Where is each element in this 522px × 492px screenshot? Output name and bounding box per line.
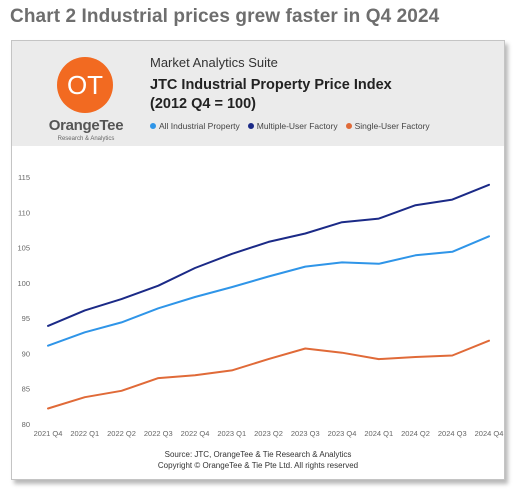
y-tick-label: 110 [18,208,30,217]
line-chart: 80 85 90 95 100 105 110 115 2021 Q4 2022 Q1 2022 Q… [17,173,504,438]
x-tick-label: 2023 Q2 [254,429,283,438]
legend-label: Multiple-User Factory [256,121,338,131]
x-tick-label: 2023 Q1 [217,429,246,438]
y-tick-label: 80 [22,420,30,429]
chart-legend: All Industrial Property Multiple-User Fa… [150,121,430,131]
series-line-1 [47,235,490,347]
x-tick-label: 2022 Q4 [181,429,210,438]
copyright-note: Copyright © OrangeTee & Tie Pte Ltd. All… [157,461,359,470]
x-tick-label: 2021 Q4 [34,429,63,438]
y-tick-label: 115 [18,173,30,182]
logo-tagline: Research & Analytics [57,136,115,142]
logo-name: OrangeTee [48,117,124,134]
legend-marker-multiple-user [247,123,254,129]
x-tick-label: 2023 Q3 [291,429,320,438]
x-tick-label: 2022 Q1 [70,429,99,438]
chart-header: OT OrangeTee Research & Analytics Market… [12,41,504,146]
y-tick-label: 100 [17,279,30,288]
x-tick-label: 2024 Q1 [364,429,393,438]
legend-label: All Industrial Property [159,121,240,131]
y-tick-label: 105 [17,244,30,253]
legend-marker-all-industrial [150,123,156,129]
y-tick-label: 85 [22,385,30,394]
legend-label: Single-User Factory [354,121,430,131]
y-tick-label: 90 [22,349,30,358]
logo-mark-text: OT [67,70,103,100]
x-tick-label: 2023 Q4 [328,429,357,438]
source-note: Source: JTC, OrangeTee & Tie Research & … [164,450,352,459]
legend-item-single-user: Single-User Factory [345,121,430,131]
suite-name: Market Analytics Suite [150,55,278,70]
chart-card: OT OrangeTee Research & Analytics Market… [11,40,505,480]
logo-mark-icon: OT [67,70,103,100]
x-tick-label: 2022 Q2 [107,429,136,438]
legend-item-all-industrial: All Industrial Property [150,121,240,131]
y-tick-label: 95 [22,314,30,323]
series-line-2 [47,183,490,327]
legend-item-multiple-user: Multiple-User Factory [247,121,338,131]
legend-marker-single-user [345,123,352,129]
x-tick-label: 2024 Q2 [401,429,430,438]
orangetee-logo-icon: OT [57,57,113,113]
series-line-3 [47,339,490,410]
x-tick-label: 2022 Q3 [144,429,173,438]
chart-subtitle: (2012 Q4 = 100) [150,96,257,112]
chart-title: JTC Industrial Property Price Index [150,77,392,93]
page-title: Chart 2 Industrial prices grew faster in… [10,6,440,27]
x-tick-label: 2024 Q3 [438,429,467,438]
x-tick-label: 2024 Q4 [475,429,504,438]
